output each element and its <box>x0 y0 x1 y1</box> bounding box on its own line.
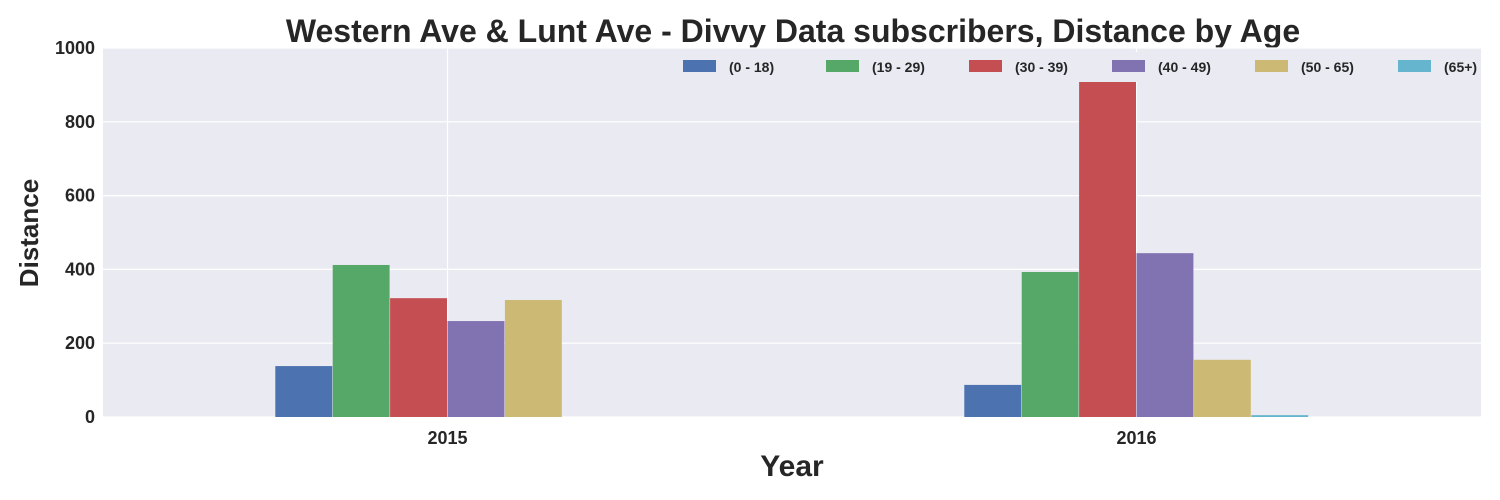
x-axis-title: Year <box>760 450 824 483</box>
y-tick-label: 400 <box>65 259 95 279</box>
bar-2016-series-4 <box>1193 359 1251 417</box>
bar-2016-series-3 <box>1136 253 1194 417</box>
bar-2015-series-3 <box>447 321 505 417</box>
bar-2016-series-0 <box>964 384 1022 417</box>
legend-swatch <box>969 60 1002 72</box>
legend: (0 - 18) (19 - 29) (30 - 39) (40 - 49) (50 -… <box>675 52 1478 82</box>
bar-2016-series-2 <box>1079 80 1136 418</box>
bar-2015-series-4 <box>504 300 562 417</box>
y-tick-label: 0 <box>85 407 95 427</box>
legend-box <box>675 52 1478 82</box>
legend-swatch <box>826 60 859 72</box>
bar-2015-series-1 <box>332 264 390 417</box>
legend-label: (65+) <box>1444 59 1477 75</box>
bar-2016-series-5 <box>1251 415 1309 417</box>
x-tick-label: 2015 <box>427 428 467 448</box>
legend-swatch <box>683 60 716 72</box>
x-tick-label: 2016 <box>1116 428 1156 448</box>
y-tick-label: 800 <box>65 112 95 132</box>
x-axis-ticks: 2015 2016 <box>427 428 1156 448</box>
legend-swatch <box>1398 60 1431 72</box>
y-tick-label: 1000 <box>55 38 95 58</box>
chart-title: Western Ave & Lunt Ave - Divvy Data subs… <box>286 13 1300 49</box>
legend-label: (30 - 39) <box>1015 59 1068 75</box>
plot-area <box>103 48 1481 417</box>
y-tick-label: 600 <box>65 186 95 206</box>
y-axis-title: Distance <box>14 179 44 287</box>
bar-2015-series-0 <box>275 366 333 417</box>
bar-2016-series-1 <box>1021 271 1079 417</box>
legend-swatch <box>1112 60 1145 72</box>
bar-2015-series-2 <box>390 298 447 417</box>
y-axis-ticks: 0 200 400 600 800 1000 <box>55 38 95 427</box>
legend-label: (0 - 18) <box>729 59 774 75</box>
legend-swatch <box>1255 60 1288 72</box>
legend-label: (19 - 29) <box>872 59 925 75</box>
y-tick-label: 200 <box>65 333 95 353</box>
legend-label: (50 - 65) <box>1301 59 1354 75</box>
bars <box>275 80 1309 418</box>
legend-label: (40 - 49) <box>1158 59 1211 75</box>
